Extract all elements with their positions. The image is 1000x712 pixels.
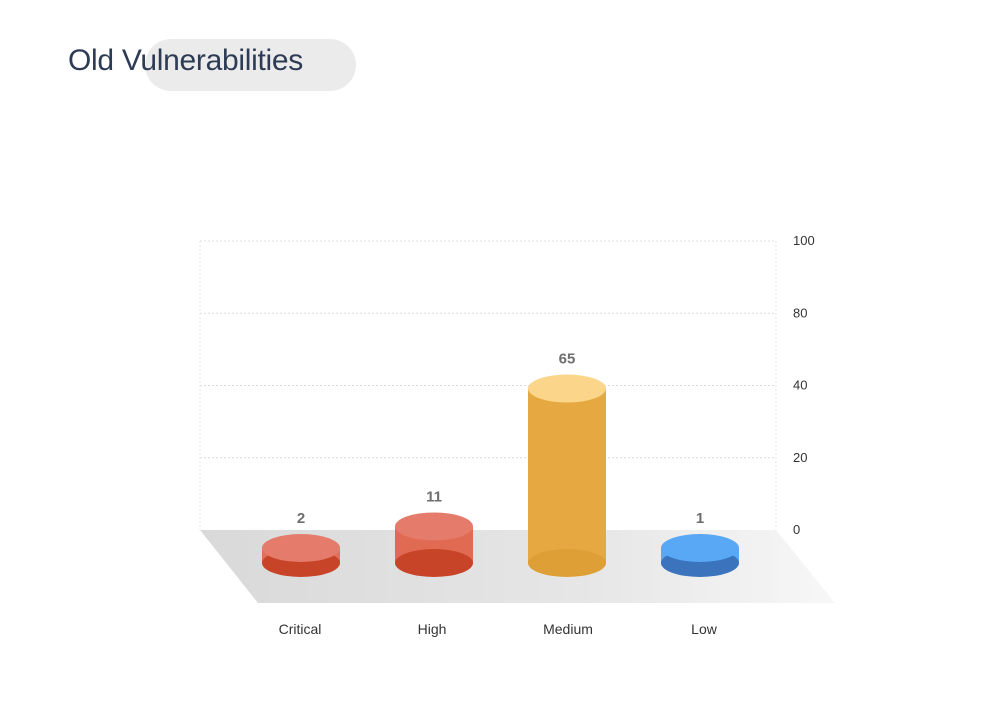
category-label: High — [418, 621, 447, 637]
bar-low — [661, 534, 739, 577]
bar-medium — [528, 374, 606, 577]
category-label: Low — [691, 621, 718, 637]
title-highlight — [145, 39, 356, 91]
bar-bottom — [528, 549, 606, 577]
category-labels: Critical High Medium Low — [279, 621, 718, 637]
data-label: 2 — [297, 510, 305, 527]
page-title: Old Vulnerabilities — [68, 44, 303, 77]
bar-top — [661, 534, 739, 562]
y-tick-label: 100 — [793, 233, 815, 248]
gridlines — [199, 240, 777, 530]
bar-critical — [262, 534, 340, 577]
bar-top — [395, 512, 473, 541]
bar-bottom — [395, 549, 473, 577]
bar-top — [262, 534, 340, 562]
category-label: Medium — [543, 621, 593, 637]
y-axis-ticks: 0 20 40 80 100 — [793, 233, 815, 537]
category-label: Critical — [279, 621, 322, 637]
bar-body — [528, 388, 606, 563]
bar-high — [395, 512, 473, 577]
y-tick-label: 0 — [793, 522, 800, 537]
y-tick-label: 40 — [793, 378, 807, 393]
data-label: 11 — [426, 488, 442, 505]
bar-top — [528, 374, 606, 403]
data-label: 1 — [696, 510, 704, 527]
data-label: 65 — [559, 351, 576, 368]
bars: 2 11 65 1 — [262, 351, 739, 577]
y-tick-label: 80 — [793, 305, 807, 320]
y-tick-label: 20 — [793, 450, 807, 465]
